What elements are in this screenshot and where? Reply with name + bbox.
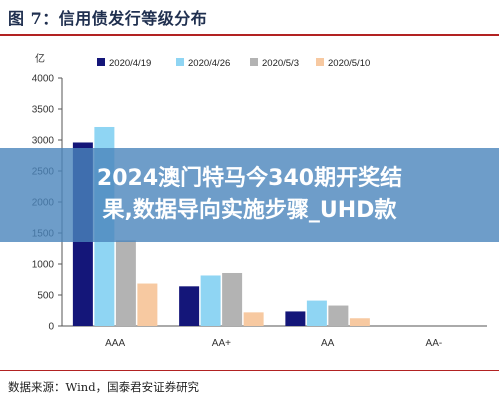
bar bbox=[179, 286, 200, 326]
figure-title: 图 7：信用债发行等级分布 bbox=[8, 9, 208, 28]
legend-label: 2020/5/10 bbox=[328, 58, 370, 69]
x-tick-label: AA- bbox=[426, 338, 443, 349]
legend-swatch bbox=[176, 58, 184, 66]
legend-swatch bbox=[250, 58, 258, 66]
bar bbox=[137, 283, 158, 326]
bar bbox=[200, 275, 221, 326]
y-tick-label: 3000 bbox=[32, 136, 55, 147]
figure-footer: 数据来源：Wind，国泰君安证券研究 bbox=[0, 370, 499, 402]
x-tick-label: AA+ bbox=[212, 338, 231, 349]
legend-label: 2020/4/26 bbox=[188, 58, 230, 69]
bar bbox=[306, 300, 327, 326]
y-tick-label: 500 bbox=[37, 291, 54, 302]
bar bbox=[285, 311, 306, 326]
bar bbox=[115, 240, 136, 326]
legend-swatch bbox=[97, 58, 105, 66]
bar bbox=[328, 305, 349, 326]
bar bbox=[243, 312, 264, 326]
legend-swatch bbox=[316, 58, 324, 66]
y-unit-label: 亿 bbox=[35, 52, 45, 65]
figure-source: 数据来源：Wind，国泰君安证券研究 bbox=[8, 380, 200, 394]
legend-label: 2020/4/19 bbox=[109, 58, 151, 69]
overlay-banner: 2024澳门特马今340期开奖结 果,数据导向实施步骤_UHD款 bbox=[0, 148, 499, 242]
overlay-line-2: 果,数据导向实施步骤_UHD款 bbox=[102, 198, 397, 223]
legend-label: 2020/5/3 bbox=[262, 58, 299, 69]
y-tick-label: 0 bbox=[48, 322, 54, 333]
figure-header: 图 7：信用债发行等级分布 bbox=[0, 0, 499, 36]
overlay-line-1: 2024澳门特马今340期开奖结 bbox=[96, 166, 403, 191]
x-tick-label: AA bbox=[321, 338, 335, 349]
bar bbox=[349, 318, 370, 326]
x-tick-label: AAA bbox=[105, 338, 125, 349]
y-tick-label: 3500 bbox=[32, 105, 55, 116]
y-tick-label: 4000 bbox=[32, 74, 55, 85]
y-tick-label: 1000 bbox=[32, 260, 55, 271]
bar bbox=[222, 272, 243, 326]
